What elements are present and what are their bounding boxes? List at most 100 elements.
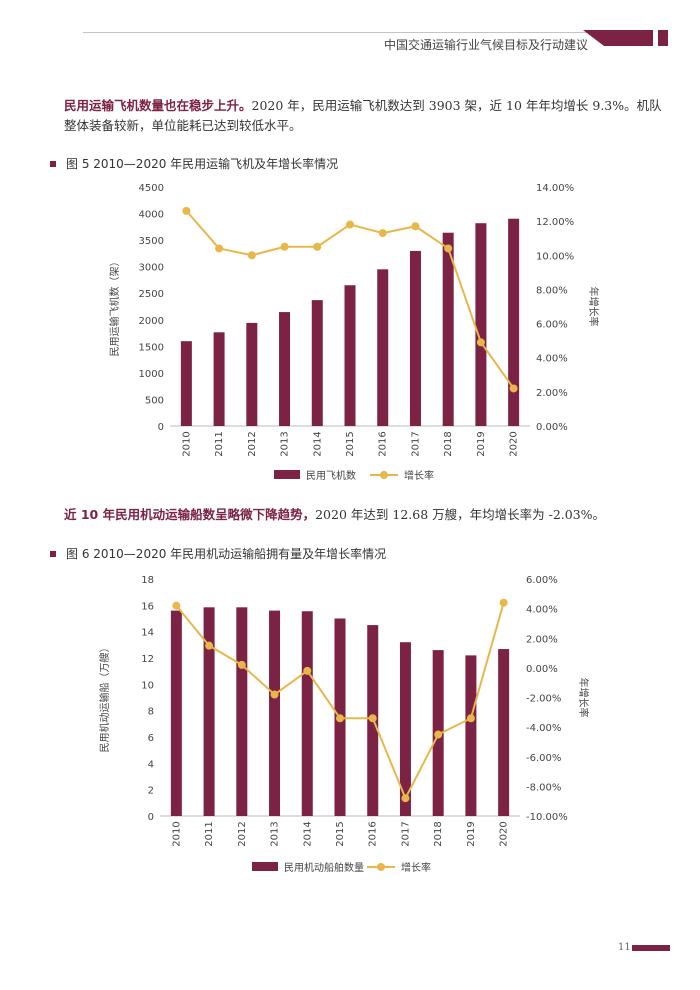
x-tick-label: 2017 bbox=[400, 821, 411, 846]
bar-2013 bbox=[279, 312, 291, 426]
y2-tick-label: 0.00% bbox=[526, 664, 558, 675]
y2-tick-label: 12.00% bbox=[536, 217, 574, 228]
y-tick-label: 3000 bbox=[139, 263, 164, 274]
bar-2020 bbox=[498, 649, 510, 816]
growth-point-2018 bbox=[444, 244, 453, 253]
growth-line-segment bbox=[273, 670, 308, 696]
y-tick-label: 0 bbox=[148, 812, 154, 823]
y2-tick-label: 14.00% bbox=[536, 183, 574, 194]
page-number: 11 bbox=[618, 942, 631, 953]
header-accent-square bbox=[658, 30, 668, 46]
bar-2010 bbox=[170, 610, 182, 816]
growth-line-segment bbox=[316, 223, 351, 248]
y-tick-label: 2000 bbox=[139, 316, 164, 327]
y-tick-label: 0 bbox=[158, 422, 164, 433]
figure-5-title-text: 图 5 2010—2020 年民用运输飞机及年增长率情况 bbox=[66, 157, 339, 171]
y2-tick-label: 6.00% bbox=[526, 575, 558, 586]
legend-line-marker bbox=[380, 471, 388, 479]
growth-point-2011 bbox=[215, 244, 224, 253]
growth-line-segment bbox=[371, 717, 407, 799]
growth-line-segment bbox=[480, 341, 515, 390]
x-tick-label: 2019 bbox=[466, 821, 477, 846]
bar-2015 bbox=[344, 285, 356, 426]
legend-bar-swatch bbox=[252, 862, 278, 871]
growth-point-2015 bbox=[346, 220, 354, 229]
x-tick-label: 2011 bbox=[204, 821, 215, 846]
bar-2010 bbox=[180, 341, 192, 426]
growth-line-segment bbox=[306, 670, 341, 719]
paragraph-aircraft: 民用运输飞机数量也在稳步上升。2020 年，民用运输飞机数达到 3903 架，近… bbox=[64, 96, 662, 136]
legend-line-label: 增长率 bbox=[401, 861, 431, 874]
y-tick-label: 4500 bbox=[139, 183, 164, 194]
growth-point-2013 bbox=[270, 690, 279, 699]
growth-point-2020 bbox=[499, 598, 508, 607]
y-axis-label: 民用机动运输船（万艘） bbox=[98, 643, 111, 753]
figure-6-marker bbox=[50, 550, 56, 557]
bar-2014 bbox=[301, 611, 313, 816]
y-tick-label: 4000 bbox=[139, 210, 164, 221]
y-tick-label: 16 bbox=[141, 601, 154, 612]
legend-line-label: 增长率 bbox=[404, 469, 434, 482]
growth-point-2015 bbox=[336, 714, 344, 723]
footer-accent-bar bbox=[632, 945, 670, 951]
header-accent-bar bbox=[583, 30, 653, 46]
paragraph-ships-lead: 近 10 年民用机动运输船数呈略微下降趋势， bbox=[64, 507, 316, 522]
y2-tick-label: -4.00% bbox=[526, 723, 561, 734]
header-rule bbox=[83, 32, 610, 33]
x-tick-label: 2013 bbox=[270, 821, 281, 846]
x-tick-label: 2018 bbox=[443, 431, 454, 456]
legend-bar-label: 民用机动船舶数量 bbox=[284, 861, 364, 874]
x-tick-label: 2012 bbox=[237, 821, 248, 846]
y-axis-label: 民用运输飞机数（架） bbox=[108, 257, 121, 357]
y-tick-label: 2 bbox=[148, 786, 154, 797]
growth-point-2020 bbox=[509, 384, 518, 393]
growth-line-segment bbox=[218, 247, 253, 257]
y-tick-label: 3500 bbox=[139, 236, 164, 247]
y2-tick-label: 0.00% bbox=[536, 422, 568, 433]
y2-tick-label: -6.00% bbox=[526, 753, 561, 764]
growth-point-2017 bbox=[401, 794, 410, 803]
y-tick-label: 10 bbox=[141, 680, 154, 691]
paragraph-ships: 近 10 年民用机动运输船数呈略微下降趋势，2020 年达到 12.68 万艘，… bbox=[64, 505, 664, 525]
x-tick-label: 2011 bbox=[214, 431, 225, 456]
y2-tick-label: -8.00% bbox=[526, 782, 561, 793]
y-tick-label: 4 bbox=[148, 759, 154, 770]
y-tick-label: 1000 bbox=[139, 369, 164, 380]
bar-2012 bbox=[246, 322, 258, 426]
figure-5-marker bbox=[50, 160, 56, 167]
bar-2014 bbox=[311, 300, 323, 426]
x-tick-label: 2017 bbox=[410, 431, 421, 456]
bar-2018 bbox=[442, 232, 454, 426]
ship-chart: 0 2 4 6 8 10 12 14 16 18 -10.00% -8.00% -6.00% -4.00%… bbox=[98, 575, 590, 874]
y-tick-label: 18 bbox=[141, 575, 154, 586]
growth-line-segment bbox=[469, 602, 505, 719]
growth-point-2017 bbox=[411, 222, 420, 231]
growth-point-2019 bbox=[476, 338, 485, 347]
x-tick-label: 2012 bbox=[247, 431, 258, 456]
growth-point-2010 bbox=[172, 601, 181, 610]
y2-tick-label: -10.00% bbox=[526, 812, 568, 823]
y-tick-label: 6 bbox=[148, 733, 154, 744]
bar-2020 bbox=[508, 218, 520, 426]
x-tick-label: 2016 bbox=[368, 821, 379, 846]
bar-2017 bbox=[399, 642, 411, 816]
x-tick-label: 2020 bbox=[499, 821, 510, 846]
y2-tick-label: 2.00% bbox=[536, 388, 568, 399]
y-tick-label: 1500 bbox=[139, 342, 164, 353]
bar-2016 bbox=[377, 269, 389, 426]
bar-2019 bbox=[475, 223, 487, 426]
aircraft-chart: 0 500 1000 1500 2000 2500 3000 3500 4000 4500 0.00… bbox=[108, 183, 600, 482]
y-tick-label: 12 bbox=[141, 654, 154, 665]
y2-tick-label: 4.00% bbox=[526, 605, 558, 616]
x-tick-label: 2010 bbox=[171, 821, 182, 846]
y2-tick-label: 6.00% bbox=[536, 320, 568, 331]
x-tick-label: 2013 bbox=[280, 431, 291, 456]
growth-line-segment bbox=[251, 245, 285, 257]
growth-point-2016 bbox=[378, 229, 387, 238]
growth-line-segment bbox=[382, 225, 416, 235]
bar-2011 bbox=[203, 607, 215, 816]
header-title: 中国交通运输行业气候目标及行动建议 bbox=[384, 38, 589, 52]
figure-6-title-text: 图 6 2010—2020 年民用机动运输船拥有量及年增长率情况 bbox=[66, 547, 387, 561]
growth-line-segment bbox=[208, 644, 243, 666]
growth-line-segment bbox=[447, 248, 482, 343]
